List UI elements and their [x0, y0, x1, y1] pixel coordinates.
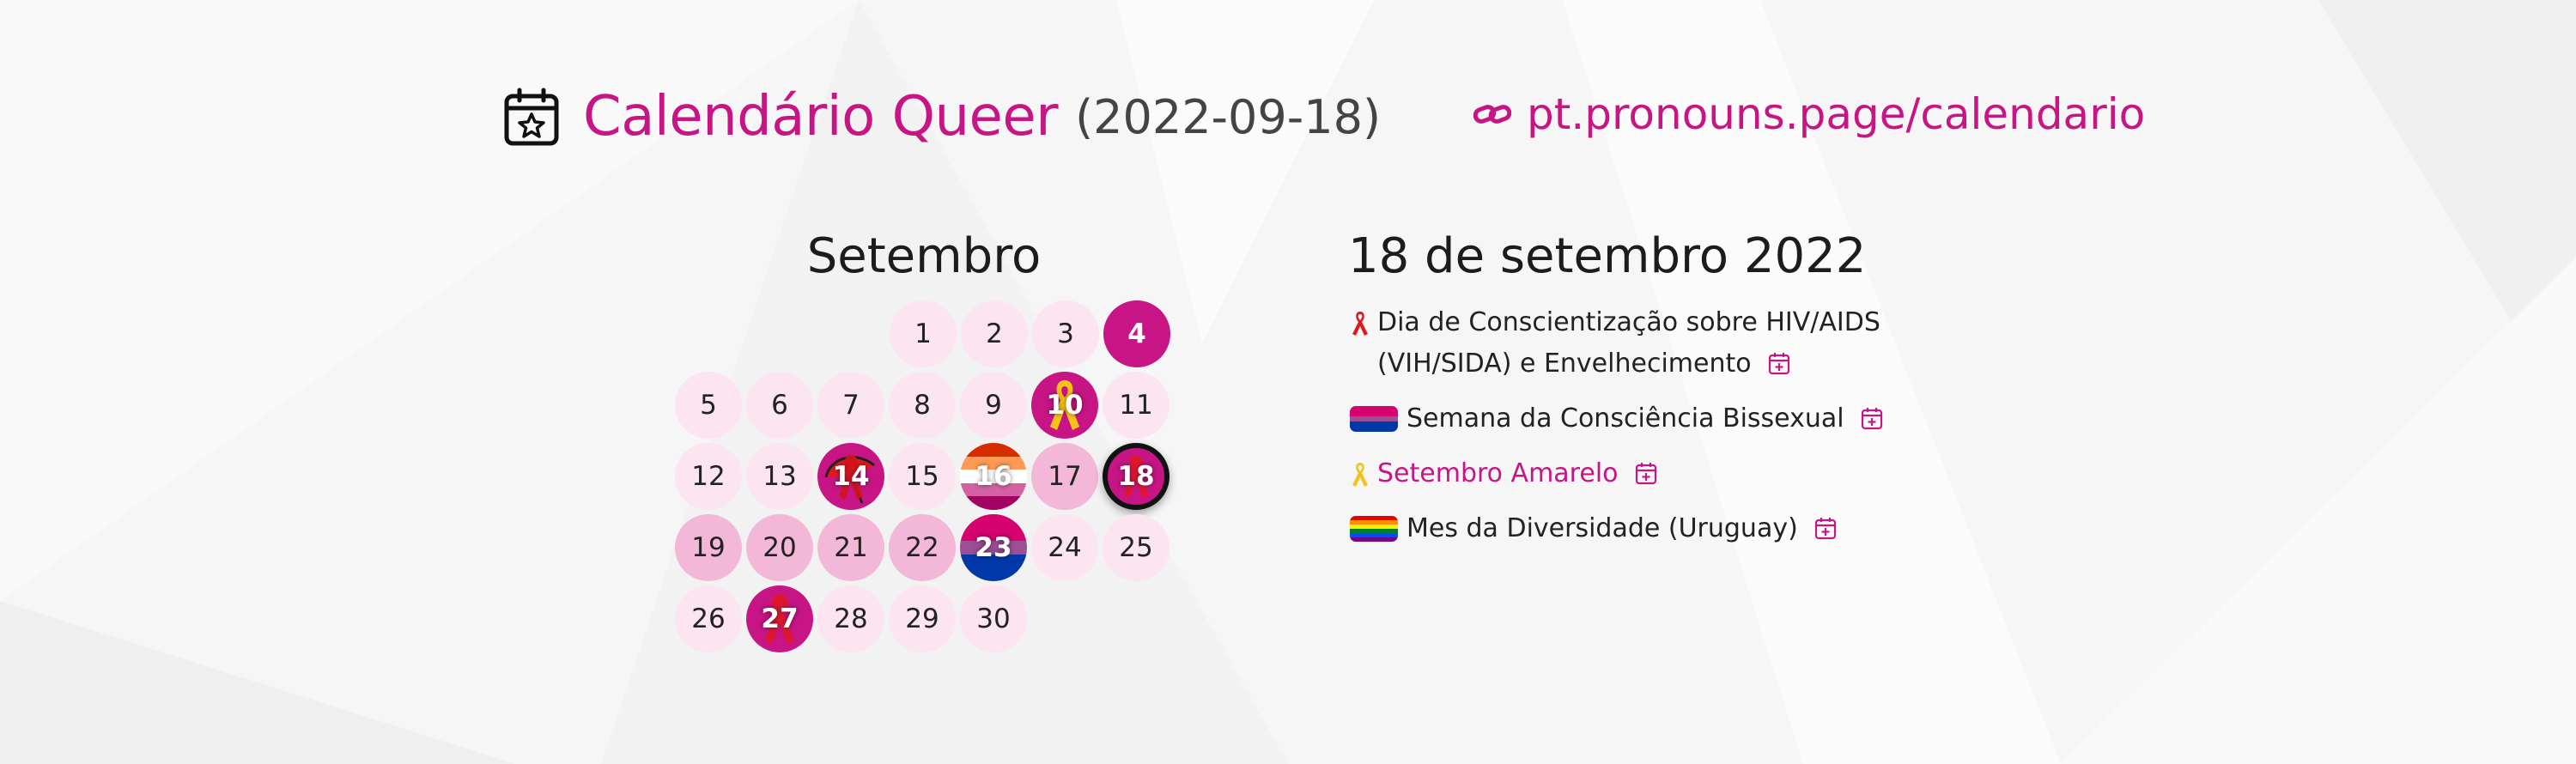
lesbian-flag-icon: [960, 443, 1027, 510]
event-item: Semana da Consciência Bissexual: [1350, 398, 1917, 440]
calendar-add-icon[interactable]: [1814, 516, 1837, 540]
calendar-add-icon[interactable]: [1635, 461, 1657, 485]
event-item: Dia de Conscientização sobre HIV/AIDS (V…: [1350, 302, 1917, 385]
site-link[interactable]: pt.pronouns.page/calendario: [1473, 89, 2145, 139]
calendar-day[interactable]: 27: [746, 585, 813, 652]
red-umbrella-icon: [824, 455, 875, 504]
red-ribbon-icon: [765, 594, 794, 644]
calendar-add-icon[interactable]: [1768, 351, 1790, 375]
page-header: Calendário Queer (2022-09-18): [504, 84, 1381, 149]
calendar-day[interactable]: 24: [1031, 514, 1098, 581]
pronouns-page-link-icon: [1473, 105, 1511, 124]
calendar-day[interactable]: 6: [746, 372, 813, 439]
calendar-day[interactable]: 9: [960, 372, 1027, 439]
red-ribbon-icon: [1123, 455, 1149, 498]
page-date: (2022-09-18): [1075, 89, 1382, 144]
red-ribbon-icon: [1352, 312, 1368, 336]
event-text: Mes da Diversidade (Uruguay): [1406, 513, 1798, 543]
event-item: Setembro Amarelo: [1350, 453, 1917, 494]
calendar-day[interactable]: 3: [1032, 300, 1099, 367]
event-text: Semana da Consciência Bissexual: [1406, 403, 1844, 434]
event-text: Dia de Conscientização sobre HIV/AIDS (V…: [1377, 307, 1880, 379]
page-title: Calendário Queer: [583, 85, 1059, 149]
calendar-day[interactable]: 1: [890, 300, 957, 367]
calendar-day[interactable]: 28: [817, 585, 884, 652]
calendar-day[interactable]: 7: [817, 372, 884, 439]
calendar-day-selected[interactable]: 18: [1103, 443, 1170, 510]
rainbow-flag-icon: [1350, 516, 1398, 542]
selected-date-title: 18 de setembro 2022: [1348, 228, 1867, 284]
calendar-day[interactable]: 16: [960, 443, 1027, 510]
calendar-day[interactable]: 12: [675, 443, 742, 510]
calendar-day[interactable]: 11: [1103, 372, 1170, 439]
events-list: Dia de Conscientização sobre HIV/AIDS (V…: [1350, 302, 1917, 563]
calendar-day[interactable]: 21: [817, 514, 884, 581]
calendar-day[interactable]: 29: [889, 585, 956, 652]
calendar-day[interactable]: 26: [675, 585, 742, 652]
event-link[interactable]: Setembro Amarelo: [1377, 458, 1619, 488]
calendar-day[interactable]: 19: [675, 514, 742, 581]
yellow-ribbon-icon: [1050, 380, 1079, 430]
calendar-day[interactable]: 23: [960, 514, 1027, 581]
event-item: Mes da Diversidade (Uruguay): [1350, 508, 1917, 549]
calendar-day[interactable]: 10: [1031, 372, 1098, 439]
calendar-day[interactable]: 8: [889, 372, 956, 439]
calendar-day[interactable]: 15: [889, 443, 956, 510]
calendar-day[interactable]: 30: [960, 585, 1027, 652]
calendar-day[interactable]: 5: [675, 372, 742, 439]
calendar-grid: 1 2 3 4 5 6 7 8 9 10 11 12 13 14 15 16: [675, 300, 1173, 656]
calendar-day[interactable]: 25: [1103, 514, 1170, 581]
calendar-day[interactable]: 13: [746, 443, 813, 510]
calendar-add-icon[interactable]: [1861, 406, 1883, 430]
calendar-star-icon: [504, 88, 559, 146]
calendar-day[interactable]: 2: [961, 300, 1028, 367]
calendar-day[interactable]: 17: [1031, 443, 1098, 510]
month-title: Setembro: [806, 228, 1042, 284]
calendar-day[interactable]: 20: [746, 514, 813, 581]
yellow-ribbon-icon: [1352, 463, 1368, 487]
calendar-day[interactable]: 22: [889, 514, 956, 581]
calendar-day[interactable]: 4: [1103, 300, 1170, 367]
bisexual-flag-icon: [1350, 406, 1398, 432]
calendar-day[interactable]: 14: [817, 443, 884, 510]
site-url[interactable]: pt.pronouns.page/calendario: [1527, 89, 2146, 139]
bisexual-flag-icon: [960, 514, 1027, 581]
